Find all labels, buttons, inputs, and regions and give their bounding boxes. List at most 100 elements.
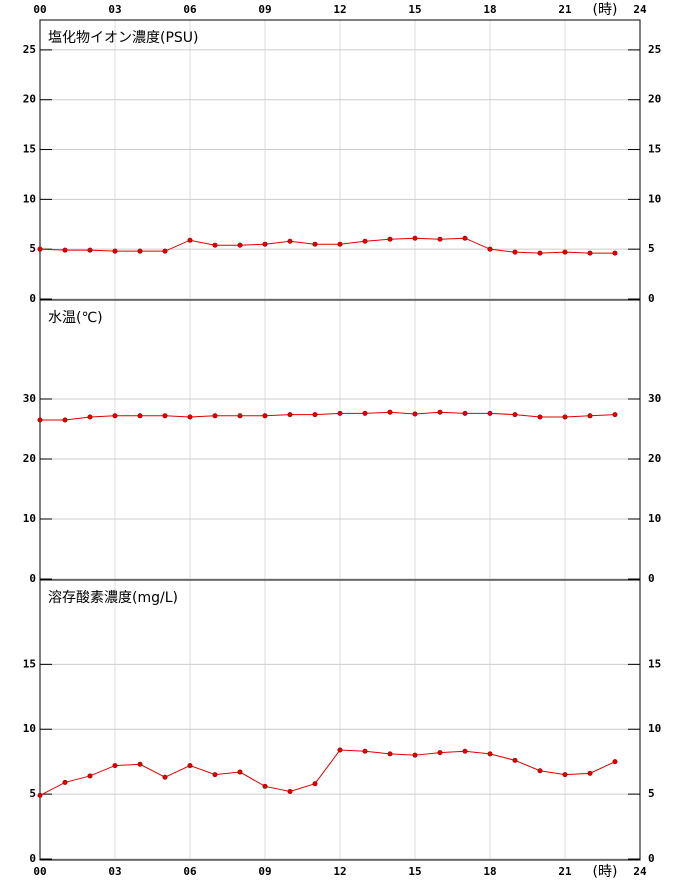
data-point: [537, 414, 543, 420]
data-line: [39, 237, 615, 254]
y-tick-label: 25: [648, 43, 661, 56]
data-point: [112, 413, 118, 419]
y-tick-label: 0: [29, 852, 36, 865]
data-point: [137, 761, 143, 767]
y-tick-label: 0: [29, 572, 36, 585]
y-tick-label: 10: [23, 722, 36, 735]
data-point: [462, 410, 468, 416]
x-tick-label: 12: [333, 3, 346, 16]
data-point: [362, 410, 368, 416]
y-tick-label: 0: [648, 572, 655, 585]
data-point: [612, 759, 618, 765]
data-point: [87, 247, 93, 253]
data-point: [112, 248, 118, 254]
data-point: [337, 410, 343, 416]
y-tick-label: 15: [648, 143, 661, 156]
x-tick-label: 00: [33, 3, 46, 16]
y-tick-label: 10: [648, 192, 661, 205]
x-unit-label: (時): [593, 2, 618, 18]
data-point: [537, 250, 543, 256]
data-point: [37, 792, 43, 798]
data-line: [40, 411, 616, 421]
x-tick-label: 15: [408, 865, 421, 878]
data-point: [587, 413, 593, 419]
data-point: [87, 414, 93, 420]
data-point: [362, 748, 368, 754]
y-tick-label: 30: [23, 392, 36, 405]
y-tick-label: 5: [29, 787, 36, 800]
x-tick-label: 15: [408, 3, 421, 16]
data-point: [212, 413, 218, 419]
y-tick-label: 15: [23, 657, 36, 670]
x-tick-label: 21: [558, 3, 572, 16]
data-point: [362, 238, 368, 244]
data-point: [212, 242, 218, 248]
data-point: [537, 768, 543, 774]
y-tick-label: 5: [648, 242, 655, 255]
data-point: [237, 242, 243, 248]
y-tick-label: 10: [23, 192, 36, 205]
y-tick-label: 0: [648, 852, 655, 865]
y-tick-label: 20: [23, 452, 36, 465]
data-point: [287, 789, 293, 795]
y-tick-label: 20: [23, 93, 36, 106]
panel-title: 塩化物イオン濃度(PSU): [48, 30, 199, 46]
x-tick-label: 03: [108, 3, 121, 16]
data-point: [262, 241, 268, 247]
x-tick-label: 12: [333, 865, 346, 878]
data-point: [587, 770, 593, 776]
data-point: [512, 249, 518, 255]
y-tick-label: 10: [648, 722, 661, 735]
data-point: [562, 414, 568, 420]
data-point: [187, 414, 193, 420]
data-point: [412, 235, 418, 241]
data-point: [162, 774, 168, 780]
data-point: [337, 747, 343, 753]
data-point: [87, 773, 93, 779]
panel-title: 水温(℃): [48, 310, 103, 326]
x-tick-label: 03: [108, 865, 121, 878]
data-point: [612, 412, 618, 418]
data-line: [39, 749, 616, 796]
data-point: [412, 411, 418, 417]
data-point: [387, 751, 393, 757]
x-tick-label: 18: [483, 865, 496, 878]
data-point: [62, 417, 68, 423]
y-tick-label: 0: [648, 292, 655, 305]
x-tick-label: 00: [33, 865, 46, 878]
data-point: [187, 763, 193, 769]
data-point: [137, 413, 143, 419]
data-point: [312, 241, 318, 247]
x-tick-label: 06: [183, 3, 197, 16]
x-unit-label: (時): [593, 864, 618, 880]
data-point: [462, 235, 468, 241]
x-tick-label: 06: [183, 865, 197, 878]
data-point: [562, 772, 568, 778]
data-point: [312, 412, 318, 418]
data-point: [412, 752, 418, 758]
y-tick-label: 5: [29, 242, 36, 255]
data-point: [312, 781, 318, 787]
data-point: [487, 246, 493, 252]
y-tick-label: 25: [23, 43, 36, 56]
plot-border: [39, 579, 641, 861]
data-point: [512, 412, 518, 418]
x-tick-label: 09: [258, 865, 271, 878]
panel-title: 溶存酸素濃度(mg/L): [48, 590, 178, 606]
data-point: [37, 417, 43, 423]
x-tick-label: 24: [633, 3, 647, 16]
x-tick-label: 09: [258, 3, 271, 16]
y-tick-label: 15: [23, 143, 36, 156]
y-tick-label: 20: [648, 452, 661, 465]
y-tick-label: 10: [648, 512, 661, 525]
data-point: [37, 246, 43, 252]
x-tick-label: 24: [633, 865, 647, 878]
data-point: [262, 783, 268, 789]
data-point: [162, 413, 168, 419]
data-point: [437, 750, 443, 756]
data-point: [262, 413, 268, 419]
data-point: [337, 241, 343, 247]
data-point: [612, 250, 618, 256]
data-point: [162, 248, 168, 254]
